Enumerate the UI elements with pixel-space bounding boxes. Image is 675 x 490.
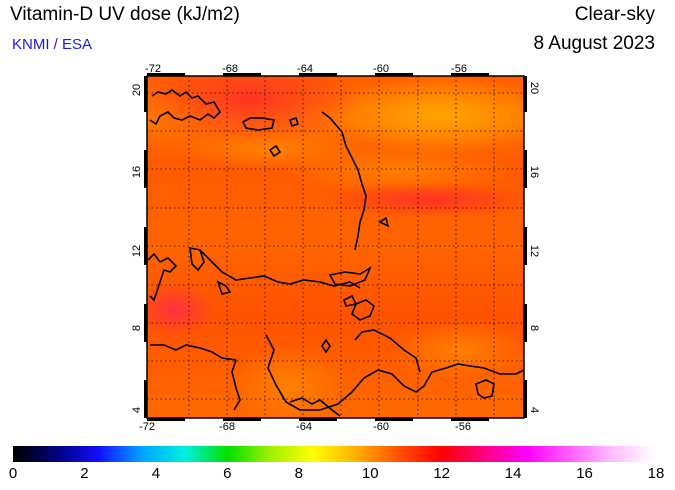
colorbar-tick-label: 0 bbox=[8, 465, 18, 482]
grid bbox=[147, 76, 524, 418]
lon-tick-label: -68 bbox=[222, 63, 238, 75]
lat-tick-label: 8 bbox=[528, 325, 540, 331]
colorbar-tick-label: 16 bbox=[576, 465, 593, 482]
lat-tick-label: 4 bbox=[528, 407, 540, 413]
lon-tick-label: -60 bbox=[373, 421, 389, 433]
colorbar-tick-label: 6 bbox=[223, 465, 232, 482]
colorbar-tick-label: 12 bbox=[433, 465, 450, 482]
colorbar-tick-label: 18 bbox=[647, 465, 665, 482]
lat-tick-label: 8 bbox=[131, 325, 143, 331]
colorbar bbox=[13, 446, 656, 462]
uv-dose-map: -72 -68 -64 -60 -56 -72 -68 -64 -60 -56 … bbox=[131, 63, 540, 433]
lat-tick-label: 16 bbox=[528, 166, 540, 178]
lon-tick-label: -72 bbox=[145, 63, 161, 75]
lon-tick-label: -56 bbox=[451, 63, 467, 75]
map-frame bbox=[144, 73, 527, 421]
date-label: 8 August 2023 bbox=[533, 33, 656, 54]
left-lat-labels: 4 8 12 16 20 bbox=[131, 84, 143, 413]
credit-label: KNMI / ESA bbox=[12, 36, 93, 53]
top-lon-labels: -72 -68 -64 -60 -56 bbox=[145, 63, 467, 75]
lon-tick-label: -64 bbox=[297, 63, 313, 75]
lon-tick-label: -72 bbox=[139, 421, 155, 433]
lon-tick-label: -56 bbox=[455, 421, 471, 433]
bottom-lon-labels: -72 -68 -64 -60 -56 bbox=[139, 421, 471, 433]
lat-tick-label: 16 bbox=[131, 166, 143, 178]
colorbar-tick-label: 2 bbox=[80, 465, 89, 482]
lat-tick-label: 12 bbox=[528, 245, 540, 257]
lon-tick-label: -68 bbox=[219, 421, 235, 433]
colorbar-tick-label: 4 bbox=[151, 465, 161, 482]
uv-field bbox=[147, 76, 524, 418]
coastlines bbox=[147, 89, 524, 417]
right-lat-labels: 4 8 12 16 20 bbox=[528, 82, 540, 413]
colorbar-tick-label: 14 bbox=[504, 465, 522, 482]
lat-tick-label: 20 bbox=[528, 82, 540, 94]
lat-tick-label: 20 bbox=[131, 84, 143, 96]
map-title: Vitamin-D UV dose (kJ/m2) bbox=[10, 4, 240, 25]
lat-tick-label: 12 bbox=[131, 245, 143, 257]
lon-tick-label: -60 bbox=[373, 63, 389, 75]
lat-tick-label: 4 bbox=[131, 407, 143, 413]
colorbar-tick-label: 10 bbox=[361, 465, 379, 482]
lon-tick-label: -64 bbox=[296, 421, 312, 433]
colorbar-tick-label: 8 bbox=[294, 465, 303, 482]
sky-condition-label: Clear-sky bbox=[574, 4, 655, 25]
